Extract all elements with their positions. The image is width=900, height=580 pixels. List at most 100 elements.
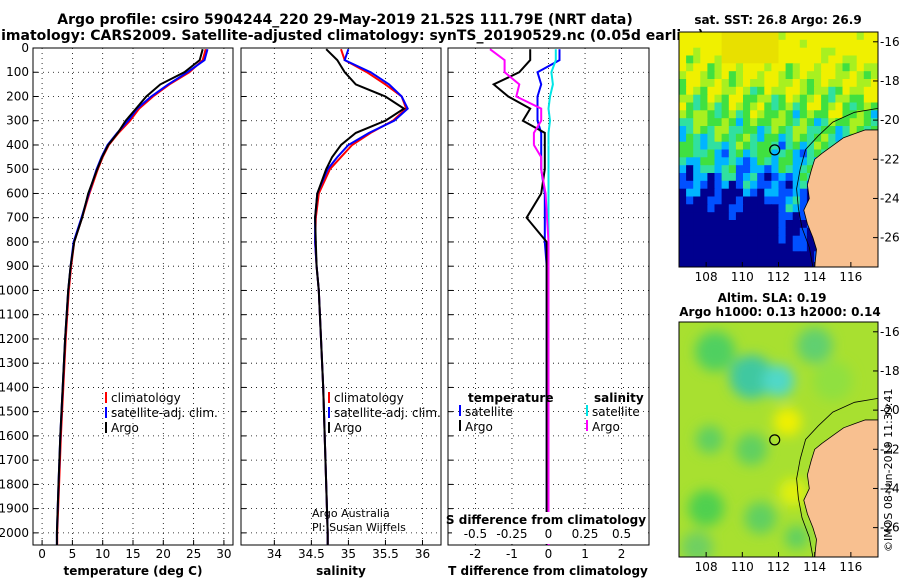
y-tick-label: 1700 [0, 453, 29, 467]
series-line-argo [489, 48, 550, 545]
legend-label: satellite-adj. clim. [334, 406, 441, 420]
legend-swatch [105, 407, 107, 418]
legend-label: climatology [111, 391, 181, 405]
legend-label: climatology [334, 391, 404, 405]
map-x-tick-label: 110 [731, 560, 754, 574]
difference-panel: -2 -1 0 1 2 T difference from climatology S di… [446, 47, 650, 578]
salinity-tick-label: -0.5 [464, 527, 487, 541]
x-tick-label: 5 [69, 547, 77, 561]
x-tick-label: 15 [125, 547, 140, 561]
argo-position-marker [769, 434, 781, 446]
y-tick-label: 1800 [0, 477, 29, 491]
series-group [489, 48, 561, 545]
x-tick-label: 25 [186, 547, 201, 561]
map-y-tick-label: -16 [880, 35, 900, 49]
header-line1: Argo profile: csiro 5904244_220 29-May-2… [57, 12, 632, 28]
y-tick-label: 200 [6, 89, 29, 103]
x-tick-label: 34 [267, 547, 282, 561]
y-tick-label: 1100 [0, 308, 29, 322]
map-x-tick-label: 110 [731, 270, 754, 284]
series-line-argo [314, 48, 406, 545]
y-tick-label: 1000 [0, 283, 29, 297]
map-x-tick-label: 114 [803, 560, 826, 574]
legend-swatch [328, 407, 330, 418]
x-tick-label: 0 [545, 547, 553, 561]
x-axis-label-temperature: T difference from climatology [448, 564, 648, 578]
map-y-tick-label: -16 [880, 325, 900, 339]
map-y-tick-label: -20 [880, 403, 900, 417]
sla-map: 108 110 112 114 116 -16 -18 -20 -22 -24 -26 [678, 321, 900, 574]
x-axis-label: temperature (deg C) [64, 564, 203, 578]
x-tick-label: 36 [415, 547, 430, 561]
y-tick-label: 1400 [0, 380, 29, 394]
map-y-tick-label: -18 [880, 364, 900, 378]
y-tick-label: 300 [6, 114, 29, 128]
legend-label: Argo [465, 420, 493, 434]
map-y-tick-label: -20 [880, 113, 900, 127]
sst-map-title: sat. SST: 26.8 Argo: 26.9 [694, 13, 861, 27]
salinity-tick-label: 0.25 [572, 527, 599, 541]
y-tick-label: 700 [6, 211, 29, 225]
legend-label: Argo [111, 421, 139, 435]
x-tick-label: 35 [341, 547, 356, 561]
legend-label: satellite [592, 405, 640, 419]
y-tick-label: 1500 [0, 405, 29, 419]
plot-frame [240, 47, 442, 546]
x-tick-label: 30 [216, 547, 231, 561]
legend-label: Argo [334, 421, 362, 435]
legend-swatch [105, 392, 107, 403]
y-tick-label: 500 [6, 162, 29, 176]
salinity-tick-label: 0.5 [612, 527, 631, 541]
legend-swatch [586, 405, 588, 416]
y-tick-label: 0 [21, 41, 29, 55]
y-tick-label: 1300 [0, 356, 29, 370]
salinity-tick-label: 0 [545, 527, 553, 541]
legend-label: Argo [592, 420, 620, 434]
salinity-tick-label: -0.25 [496, 527, 527, 541]
series-group [314, 48, 409, 545]
x-tick-label: 1 [581, 547, 589, 561]
map-image [679, 322, 878, 557]
map-image [679, 32, 878, 267]
x-axis-label-salinity: S difference from climatology [446, 513, 646, 527]
map-y-tick-label: -26 [880, 521, 900, 535]
map-x-tick-label: 112 [767, 270, 790, 284]
y-tick-label: 600 [6, 186, 29, 200]
annotation-institution: Argo Australia [312, 507, 390, 520]
map-x-tick-label: 114 [803, 270, 826, 284]
map-x-tick-label: 112 [767, 560, 790, 574]
y-tick-label: 400 [6, 138, 29, 152]
plot-frame [32, 47, 234, 546]
argo-position-marker [769, 144, 781, 156]
legend-salinity-title: salinity [594, 391, 644, 405]
legend-swatch [459, 405, 461, 416]
legend-label: satellite-adj. clim. [111, 406, 218, 420]
series-line-argo [55, 48, 204, 545]
map-y-tick-label: -22 [880, 442, 900, 456]
sla-map-title-2: Argo h1000: 0.13 h2000: 0.14 [679, 305, 880, 319]
y-tick-label: 900 [6, 259, 29, 273]
y-tick-label: 800 [6, 235, 29, 249]
legend-swatch [328, 392, 330, 403]
x-tick-label: -1 [506, 547, 518, 561]
map-x-tick-label: 108 [695, 270, 718, 284]
map-x-tick-label: 108 [695, 560, 718, 574]
x-tick-label: 0 [38, 547, 46, 561]
header-line2: Climatology: CARS2009. Satellite-adjuste… [0, 28, 704, 44]
annotation-pi: PI: Susan Wijffels [312, 521, 406, 534]
map-y-tick-label: -24 [880, 191, 900, 205]
sst-map: 108 110 112 114 116 -16 -18 -20 -22 -24 -26 [678, 31, 900, 284]
temperature-panel: 0 5 10 15 20 25 300100200300400500600700800900… [0, 41, 234, 578]
x-tick-label: 10 [95, 547, 110, 561]
x-tick-label: 2 [618, 547, 626, 561]
map-y-tick-label: -22 [880, 152, 900, 166]
y-tick-label: 2000 [0, 526, 29, 540]
sla-map-title-1: Altim. SLA: 0.19 [718, 291, 827, 305]
x-tick-label: 20 [156, 547, 171, 561]
x-axis-label: salinity [316, 564, 366, 578]
y-tick-label: 1600 [0, 429, 29, 443]
legend-swatch [459, 420, 461, 431]
legend-swatch [328, 422, 330, 433]
legend-label: satellite [465, 405, 513, 419]
